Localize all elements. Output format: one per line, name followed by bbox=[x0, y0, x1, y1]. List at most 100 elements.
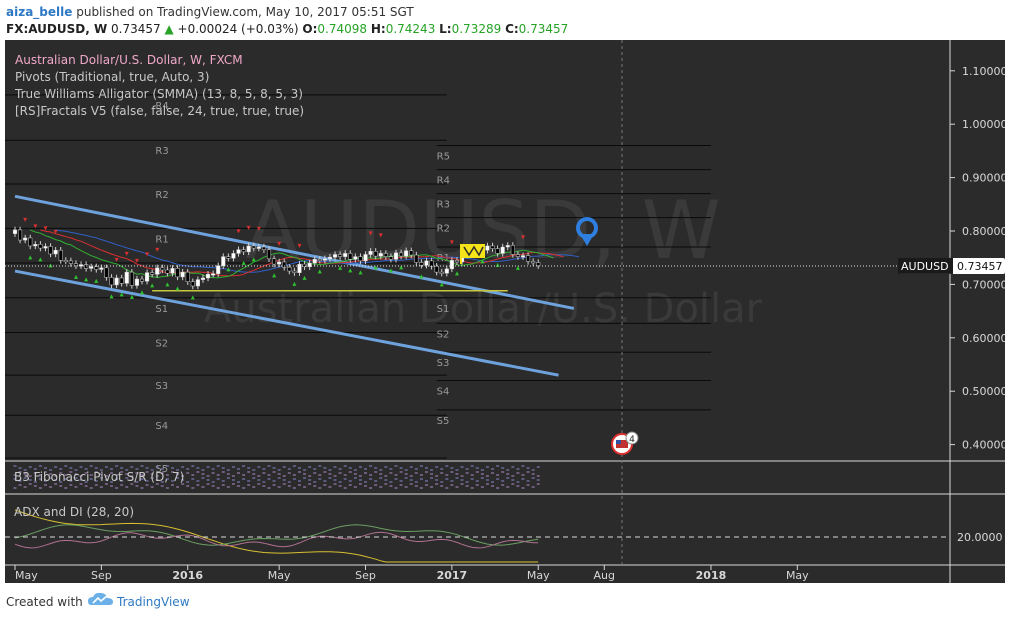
alligator-jaw bbox=[55, 229, 579, 273]
pivot-label-s3: S3 bbox=[155, 381, 168, 392]
pivot-label-s5: S5 bbox=[437, 416, 450, 427]
chart-canvas[interactable]: AUDUSD, W Australian Dollar/U.S. Dollar … bbox=[5, 40, 1005, 583]
fractal-markers: ▾ ▴ ▾ ▴ ▾ ▴ ▾ ▴ ▴ ▴ ▴ ▾ ▴ ▾ ▴ ▾ ▴ ▾ ▴ ▾ ▴ ▴ ▴ ▴ ▾ ▴ ▾ ▴ ▾ ▴ ▾ ▴ ▾ ▴ ▴ ▴ ▴ ▴ ▾ ▴… bbox=[23, 215, 525, 301]
candle-body bbox=[226, 256, 231, 259]
pivot-label-s3: S3 bbox=[437, 358, 450, 369]
pivot-label-s4: S4 bbox=[437, 387, 450, 398]
candle-body bbox=[190, 281, 195, 287]
time-axis-ticks[interactable]: May Sep 2016 May Sep 2017 May Aug 2018 May bbox=[14, 565, 809, 582]
candle-body bbox=[393, 252, 399, 260]
candle-body bbox=[358, 256, 363, 262]
pivot-label-s1: S1 bbox=[437, 304, 450, 315]
tradingview-logo-icon[interactable] bbox=[88, 591, 114, 607]
candle-body bbox=[175, 268, 180, 278]
fractal-down-marker: ▴ bbox=[38, 254, 42, 263]
economic-event-badge[interactable]: 4 bbox=[611, 431, 639, 455]
fractal-down-marker: ▴ bbox=[303, 273, 307, 282]
fractal-up-marker: ▾ bbox=[379, 230, 383, 239]
candle-body bbox=[145, 272, 150, 282]
price-tag-value: 0.73457 bbox=[957, 260, 1003, 273]
candle-body bbox=[434, 265, 439, 273]
legend-study-fractals[interactable]: [RS]Fractals V5 (false, false, 24, true,… bbox=[15, 104, 304, 118]
author-link[interactable]: aiza_belle bbox=[6, 5, 73, 19]
watermark-name: Australian Dollar/U.S. Dollar bbox=[204, 286, 763, 332]
candle-body bbox=[348, 253, 353, 260]
candle-body bbox=[205, 274, 211, 279]
fractal-up-marker: ▾ bbox=[135, 256, 139, 265]
candle-body bbox=[256, 246, 261, 249]
candle-body bbox=[139, 278, 145, 282]
candle-body bbox=[490, 245, 495, 249]
candle-body bbox=[58, 249, 63, 261]
channel-lines[interactable] bbox=[14, 194, 575, 377]
candle-body bbox=[454, 260, 460, 263]
close-value: 0.73457 bbox=[518, 22, 569, 36]
candle-body bbox=[160, 267, 165, 271]
open-value: 0.74098 bbox=[317, 22, 368, 36]
symbol-label: FX:AUDUSD, W bbox=[6, 22, 108, 36]
candle-body bbox=[216, 265, 221, 274]
fractal-up-marker: ▾ bbox=[297, 241, 301, 250]
di-plus-line bbox=[14, 524, 539, 546]
candle-body bbox=[520, 255, 526, 258]
pivot-label-r5: R5 bbox=[437, 152, 450, 163]
pin-marker-icon[interactable] bbox=[576, 217, 598, 246]
price-tick-label: 0.40000 bbox=[962, 439, 1005, 452]
flag-icon[interactable] bbox=[460, 244, 485, 264]
candle-body bbox=[515, 254, 520, 257]
price-axis[interactable] bbox=[950, 40, 1005, 583]
candle-body bbox=[312, 259, 317, 264]
chart-area[interactable]: AUDUSD, W Australian Dollar/U.S. Dollar … bbox=[5, 40, 1005, 583]
published-text: published on TradingView.com, May 10, 20… bbox=[76, 5, 414, 19]
created-with-text: Created with bbox=[6, 595, 83, 609]
candle-body bbox=[368, 251, 373, 255]
fractal-down-marker: ▴ bbox=[226, 265, 230, 274]
fractal-down-marker: ▴ bbox=[480, 257, 484, 266]
fractal-down-marker: ▴ bbox=[74, 272, 78, 281]
candle-body bbox=[114, 277, 119, 286]
candle-body bbox=[510, 245, 515, 255]
candles bbox=[12, 226, 541, 290]
change-up-icon: ▲ bbox=[164, 22, 174, 36]
candle-body bbox=[536, 262, 541, 266]
fractal-up-marker: ▾ bbox=[257, 224, 261, 233]
candle-body bbox=[266, 249, 272, 260]
last-price-tag: AUDUSD 0.73457 bbox=[898, 257, 1005, 274]
candle-body bbox=[363, 254, 368, 262]
candle-body bbox=[409, 250, 414, 256]
fractal-down-marker: ▴ bbox=[338, 263, 342, 272]
candle-body bbox=[404, 250, 409, 257]
fractal-down-marker: ▴ bbox=[348, 266, 352, 275]
time-tick-label: 2018 bbox=[696, 569, 727, 582]
legend-study-pivots[interactable]: Pivots (Traditional, true, Auto, 3) bbox=[15, 70, 209, 84]
price-tick-label: 0.60000 bbox=[962, 332, 1005, 345]
candle-body bbox=[134, 278, 139, 286]
pivot-label-s2: S2 bbox=[155, 338, 168, 349]
pivot-label-s1: S1 bbox=[155, 304, 168, 315]
close-label: C: bbox=[505, 22, 519, 36]
candle-body bbox=[236, 249, 241, 254]
candle-body bbox=[73, 263, 79, 266]
time-tick-label: May bbox=[527, 569, 550, 582]
candle-body bbox=[353, 256, 358, 260]
candle-body bbox=[332, 254, 338, 258]
pivot-label-r4: R4 bbox=[437, 176, 450, 187]
flag-us-icon bbox=[616, 440, 628, 448]
fractal-down-marker: ▴ bbox=[242, 258, 246, 267]
fractal-down-marker: ▴ bbox=[440, 280, 444, 289]
candle-body bbox=[327, 256, 333, 260]
candle-body bbox=[23, 237, 28, 241]
candle-body bbox=[129, 271, 134, 286]
legend-study-alligator[interactable]: True Williams Alligator (SMMA) (13, 8, 5… bbox=[14, 87, 303, 101]
candle-body bbox=[414, 254, 419, 263]
candle-body bbox=[282, 261, 287, 268]
time-tick-label: Sep bbox=[91, 569, 112, 582]
tradingview-link[interactable]: TradingView bbox=[117, 595, 190, 609]
high-value: 0.74243 bbox=[385, 22, 436, 36]
fractal-down-marker: ▴ bbox=[318, 267, 322, 276]
candle-body bbox=[200, 277, 206, 280]
price-tick-label: 1.00000 bbox=[962, 118, 1005, 131]
event-count: 4 bbox=[629, 435, 635, 445]
fractal-down-marker: ▴ bbox=[399, 262, 403, 271]
